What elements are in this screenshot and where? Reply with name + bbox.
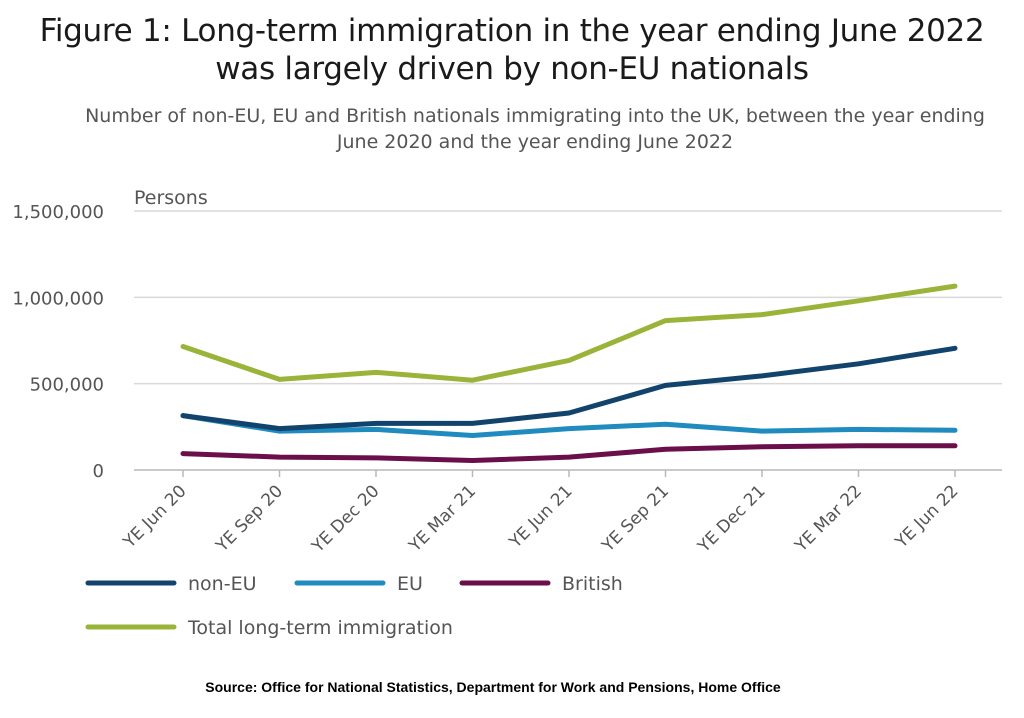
y-axis-ticks: 0 500,000 1,000,000 1,500,000 [12, 202, 104, 482]
chart-title: Figure 1: Long-term immigration in the y… [0, 12, 1024, 88]
grid-lines [134, 210, 1002, 471]
series-line-eu [180, 413, 958, 438]
y-tick-label: 0 [93, 461, 104, 482]
legend-label-total-long-term-immigration: Total long-term immigration [187, 617, 453, 639]
x-tick-label: YE Dec 21 [694, 481, 770, 557]
chart-subtitle-line-2: June 2020 and the year ending June 2022 [336, 131, 734, 153]
x-tick-label: YE Jun 21 [505, 481, 577, 553]
series-line-british [180, 443, 958, 463]
x-tick-label: YE Dec 20 [308, 481, 384, 557]
legend-label-british: British [562, 573, 623, 595]
chart-title-line-1: Figure 1: Long-term immigration in the y… [39, 13, 985, 49]
legend-label-eu: EU [397, 573, 423, 595]
y-tick-label: 500,000 [30, 375, 104, 396]
line-chart: 0 500,000 1,000,000 1,500,000 Persons YE Ju… [12, 187, 1002, 639]
legend-label-non-eu: non-EU [188, 573, 256, 595]
series-line-total-long-term-immigration [180, 283, 958, 383]
series-lines [180, 283, 958, 463]
x-tick-label: YE Mar 22 [791, 481, 866, 556]
series-line-non-eu [180, 345, 958, 432]
x-tick-label: YE Mar 21 [405, 481, 480, 556]
x-tick-label: YE Sep 21 [598, 481, 673, 556]
y-axis-label: Persons [134, 187, 208, 209]
chart-subtitle-line-1: Number of non-EU, EU and British nationa… [85, 105, 985, 127]
x-axis: YE Jun 20 YE Sep 20 YE Dec 20 YE Mar 21 YE J… [119, 470, 963, 557]
x-tick-label: YE Sep 20 [212, 481, 287, 556]
y-tick-label: 1,500,000 [12, 202, 104, 223]
chart-subtitle: Number of non-EU, EU and British nationa… [40, 103, 1024, 155]
x-tick-label: YE Jun 22 [891, 481, 963, 553]
legend: non-EU EU British Total long-term immigrati… [85, 573, 623, 639]
source-note: Source: Office for National Statistics, … [205, 679, 781, 695]
x-tick-label: YE Jun 20 [119, 481, 191, 553]
chart-title-line-2: was largely driven by non-EU nationals [215, 51, 809, 87]
y-tick-label: 1,000,000 [12, 288, 104, 309]
